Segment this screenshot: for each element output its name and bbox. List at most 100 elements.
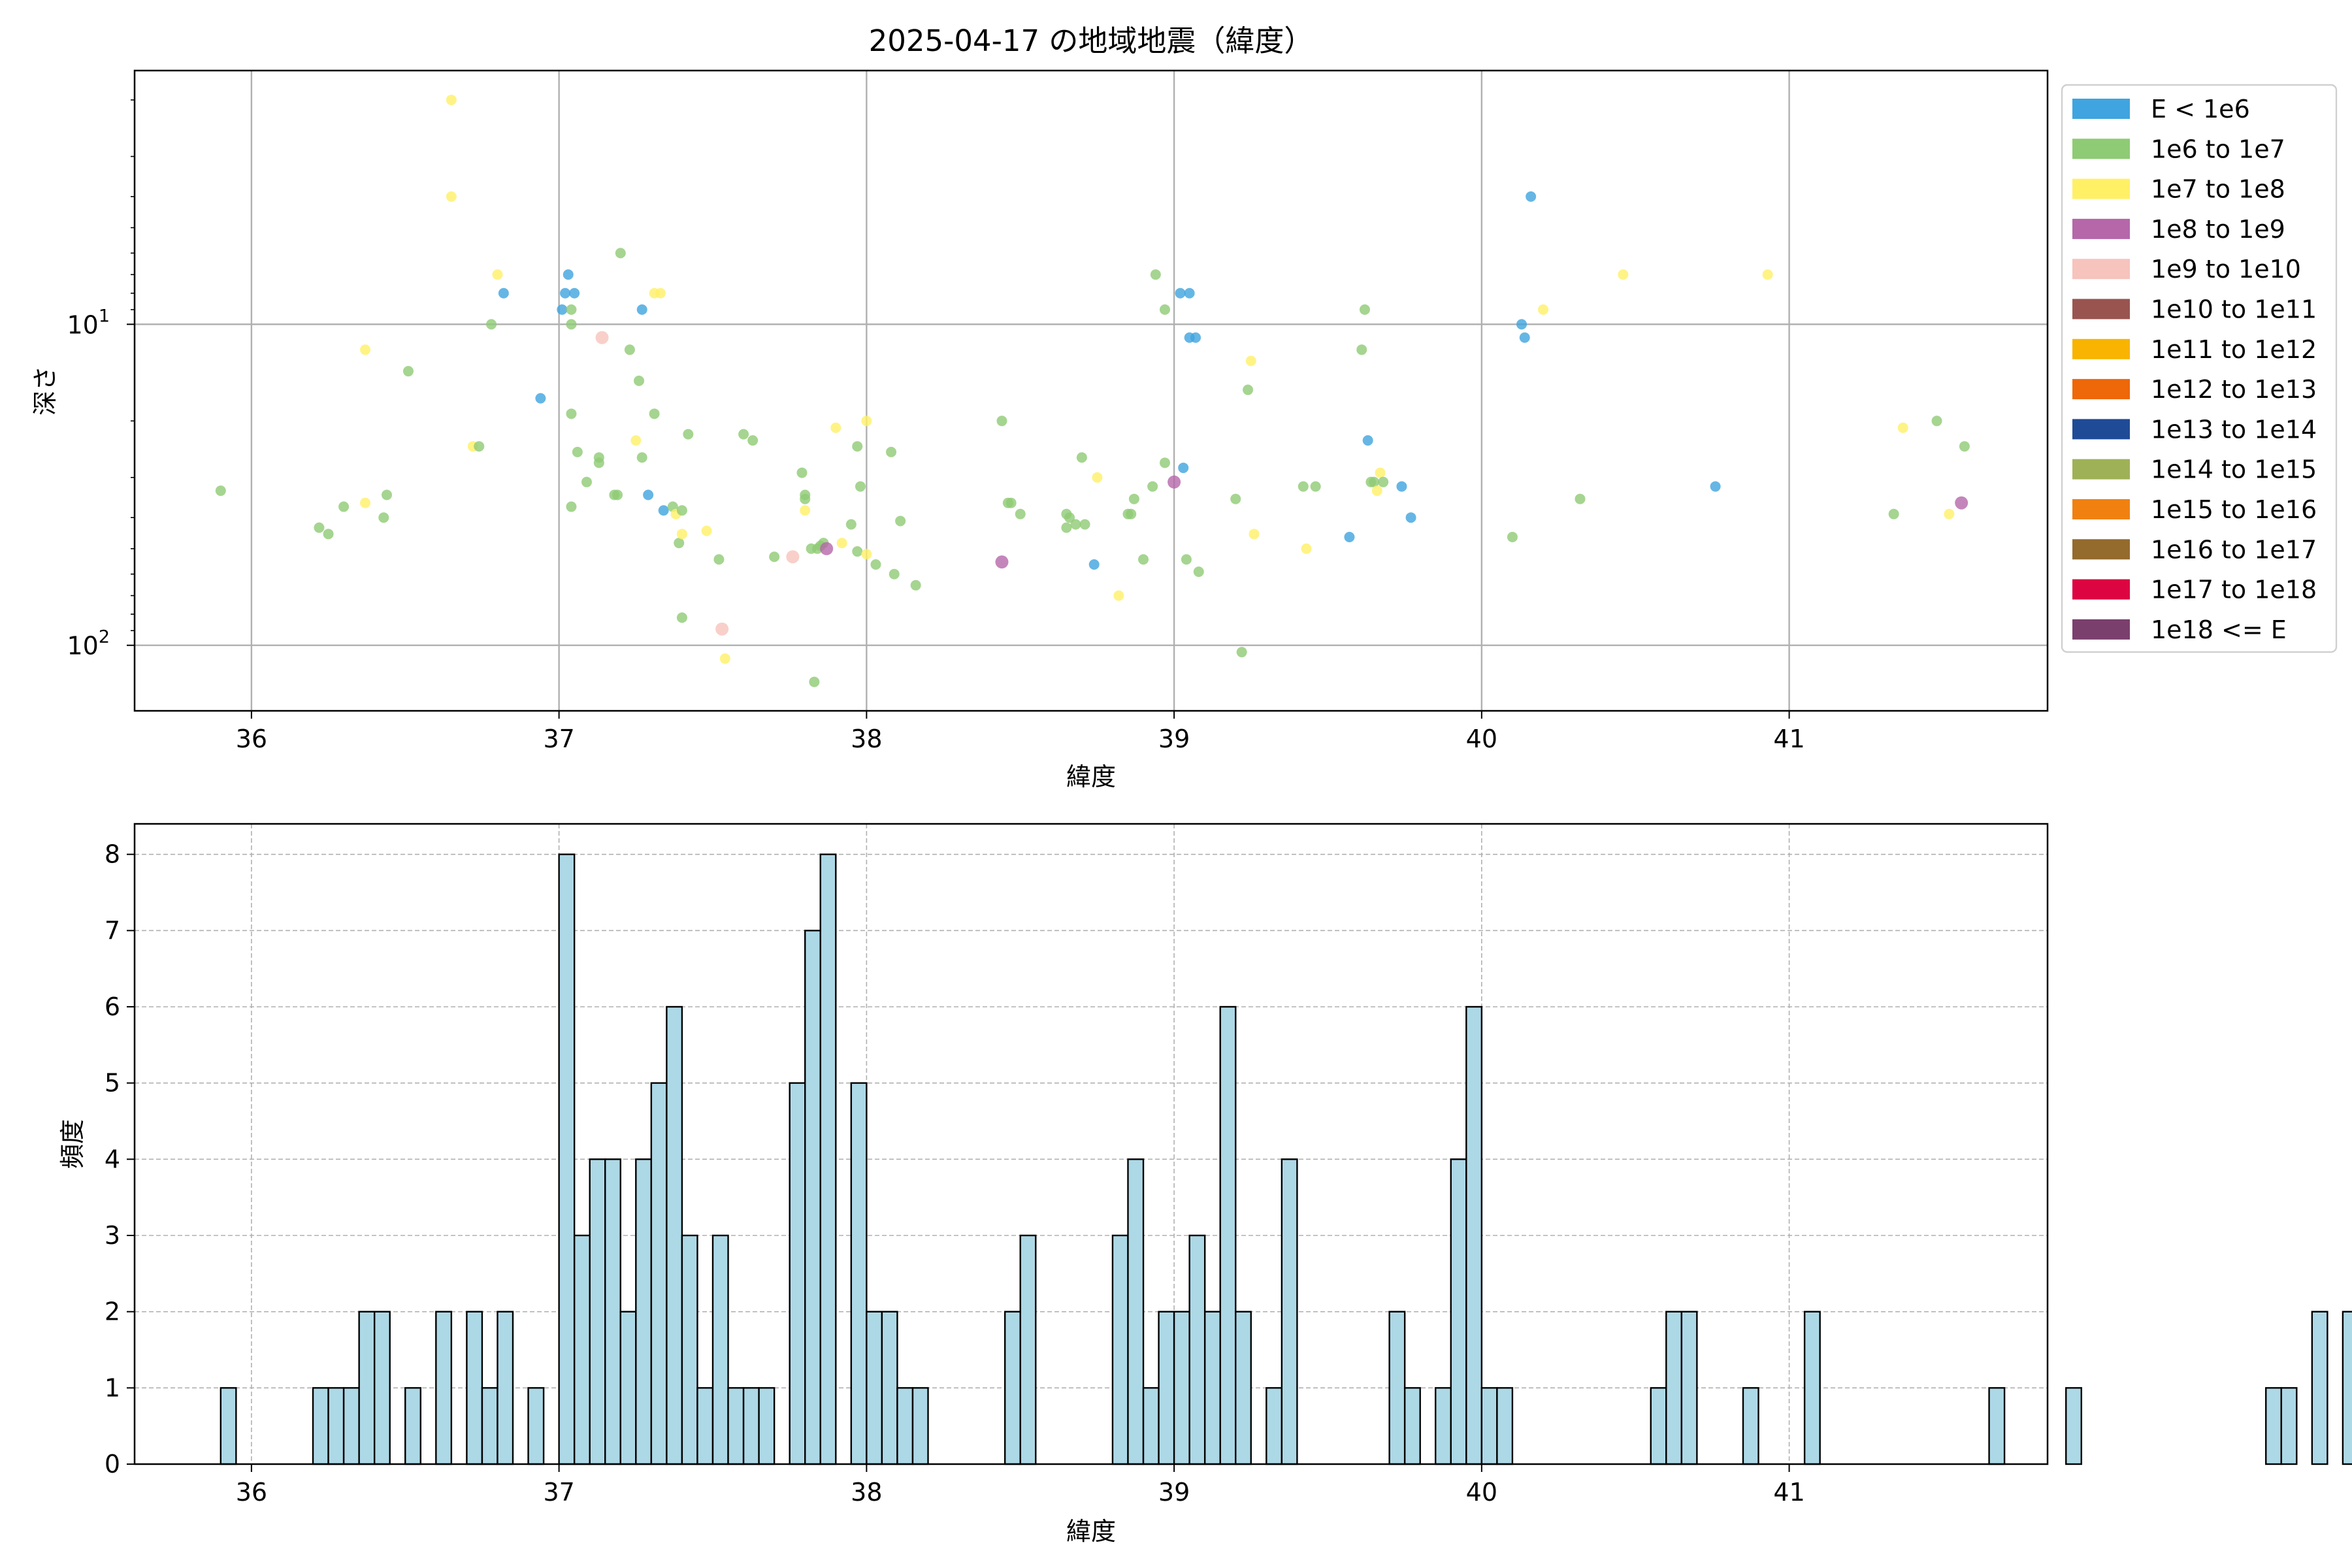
legend-label: 1e15 to 1e16	[2151, 495, 2317, 524]
scatter-point	[1159, 457, 1170, 468]
scatter-point	[1359, 304, 1370, 315]
histogram-bar	[1188, 1234, 1206, 1465]
scatter-point	[1396, 481, 1407, 492]
scatter-point	[446, 191, 457, 202]
scatter-point	[1362, 435, 1373, 446]
histogram-bar	[619, 1311, 637, 1465]
scatter-point	[1249, 529, 1260, 540]
scatter-point	[676, 612, 687, 623]
histogram-bar	[527, 1387, 545, 1465]
scatter-panel: 2025-04-17 の地域地震（緯度） 36 37 38 39 40 41 101102…	[31, 24, 2338, 791]
histogram-bar	[497, 1311, 514, 1465]
scatter-point	[786, 550, 800, 564]
histogram-bar	[1388, 1311, 1406, 1465]
scatter-point	[1537, 304, 1548, 315]
histogram-bar	[2311, 1311, 2328, 1465]
scatter-point	[1245, 355, 1256, 367]
scatter-point	[1138, 554, 1149, 565]
scatter-point	[486, 319, 497, 330]
legend-label: 1e10 to 1e11	[2151, 295, 2317, 324]
histogram-axes-frame	[133, 823, 2049, 1465]
scatter-point	[1301, 543, 1312, 554]
legend-label: 1e8 to 1e9	[2151, 215, 2285, 244]
scatter-point	[612, 489, 623, 500]
scatter-point	[830, 422, 841, 433]
histogram-bar	[758, 1387, 776, 1465]
scatter-axes-frame	[133, 69, 2049, 712]
scatter-point	[1243, 384, 1254, 395]
scatter-point	[1519, 332, 1530, 343]
scatter-y-tick-label: 102	[67, 627, 110, 661]
scatter-y-tick-label: 101	[67, 306, 110, 339]
legend-swatch	[2072, 99, 2130, 119]
scatter-x-tick-label: 40	[1466, 725, 1497, 753]
histogram-bar	[2342, 1311, 2352, 1465]
legend-swatch	[2072, 299, 2130, 319]
scatter-point	[535, 393, 546, 404]
histogram-bar	[342, 1387, 360, 1465]
legend-swatch	[2072, 619, 2130, 640]
histogram-x-tick-label: 36	[236, 1478, 267, 1507]
histogram-bar	[558, 853, 576, 1465]
histogram-bar	[650, 1082, 668, 1465]
legend-swatch	[2072, 459, 2130, 480]
histogram-x-ticks: 36 37 38 39 40 41	[236, 1464, 1805, 1507]
scatter-point	[655, 287, 666, 299]
histogram-bar	[1480, 1387, 1498, 1465]
scatter-point	[800, 505, 811, 516]
histogram-bar	[681, 1234, 698, 1465]
scatter-point	[1088, 559, 1100, 570]
scatter-point	[796, 467, 808, 478]
scatter-point	[845, 519, 857, 530]
histogram-bar	[1235, 1311, 1252, 1465]
legend-swatch	[2072, 259, 2130, 280]
scatter-grid	[135, 71, 2048, 711]
scatter-point	[1113, 590, 1124, 601]
scatter-point	[713, 554, 725, 565]
histogram-y-tick-label: 6	[105, 992, 120, 1021]
scatter-point	[861, 549, 872, 560]
legend-label: 1e11 to 1e12	[2151, 335, 2317, 364]
legend-swatch	[2072, 139, 2130, 159]
scatter-x-axis-label: 緯度	[1066, 762, 1116, 791]
legend-label: 1e7 to 1e8	[2151, 175, 2285, 204]
histogram-bar	[742, 1387, 760, 1465]
scatter-point	[563, 269, 574, 280]
scatter-point	[402, 366, 414, 377]
scatter-x-ticks: 36 37 38 39 40 41	[236, 711, 1805, 753]
histogram-bar	[373, 1311, 391, 1465]
scatter-point	[1897, 422, 1908, 433]
scatter-point	[630, 435, 642, 446]
scatter-point	[382, 489, 393, 500]
histogram-bar	[1742, 1387, 1759, 1465]
histogram-bar	[819, 853, 837, 1465]
scatter-plot-area	[135, 71, 2048, 711]
scatter-x-tick-label: 37	[543, 725, 574, 753]
histogram-bar	[404, 1387, 421, 1465]
histogram-y-tick-label: 8	[105, 840, 120, 869]
scatter-point	[1076, 452, 1087, 463]
scatter-x-tick-label: 38	[851, 725, 882, 753]
scatter-point	[1298, 481, 1309, 492]
legend-swatch	[2072, 338, 2130, 359]
scatter-point	[738, 429, 749, 440]
histogram-bar	[2265, 1387, 2282, 1465]
scatter-point	[1126, 508, 1137, 519]
scatter-point	[1507, 532, 1518, 543]
legend-label: 1e14 to 1e15	[2151, 455, 2317, 484]
histogram-bar	[1403, 1387, 1421, 1465]
histogram-bar	[466, 1311, 483, 1465]
scatter-point	[1175, 287, 1186, 299]
histogram-bar	[804, 930, 821, 1465]
scatter-point	[1959, 441, 1970, 452]
histogram-bar	[1203, 1311, 1221, 1465]
histogram-bar	[358, 1311, 376, 1465]
histogram-bar	[312, 1387, 329, 1465]
histogram-y-tick-label: 7	[105, 916, 120, 945]
scatter-point	[593, 452, 604, 463]
scatter-point	[1888, 508, 1899, 519]
legend: E < 1e6 1e6 to 1e7 1e7 to 1e8 1e8 to 1e9 1e9…	[2061, 84, 2338, 653]
scatter-point	[560, 287, 571, 299]
histogram-bar	[1173, 1311, 1190, 1465]
scatter-point	[1193, 566, 1204, 578]
